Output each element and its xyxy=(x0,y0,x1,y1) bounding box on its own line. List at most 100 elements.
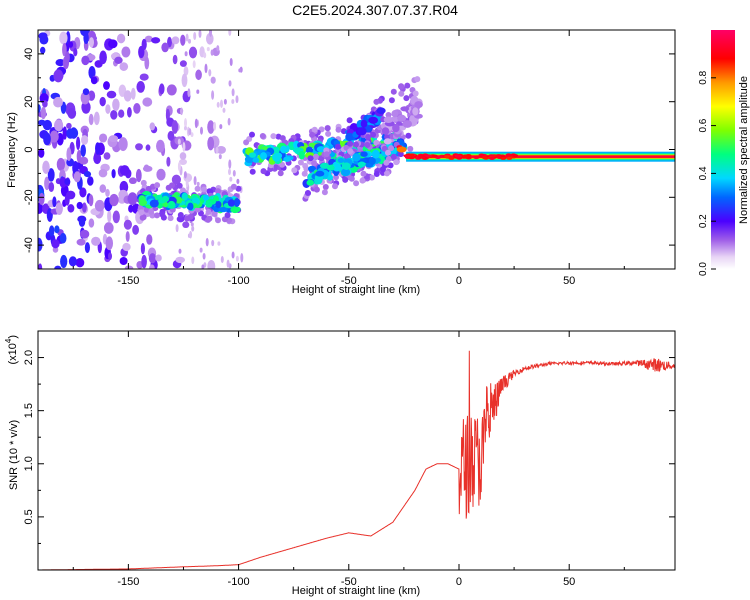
snr-x-tick-label: 50 xyxy=(563,576,575,588)
spectrogram-cell xyxy=(381,127,390,135)
spectrogram-cell xyxy=(66,128,75,139)
spectrogram-cell xyxy=(44,176,50,191)
spectrogram-cell xyxy=(280,145,288,154)
spectrogram-cell xyxy=(48,181,55,193)
spectrogram-cell xyxy=(425,154,432,158)
spectrogram-cell xyxy=(136,81,145,93)
snr-x-axis-label: Height of straight line (km) xyxy=(292,585,420,597)
spectrogram-cell xyxy=(171,174,181,185)
spectrogram-cell xyxy=(139,214,146,221)
spectrogram-cell xyxy=(260,168,267,175)
spectrogram-cell xyxy=(114,56,123,64)
spectrogram-cell xyxy=(127,107,132,118)
spectrogram-cell xyxy=(172,54,178,65)
spectrogram-cell xyxy=(109,193,119,207)
spectrogram-cell xyxy=(210,76,216,84)
spectrogram-cell xyxy=(188,46,198,59)
spectrogram-x-tick-label: -100 xyxy=(228,275,250,287)
spectrogram-cell xyxy=(364,142,371,148)
spectrogram-cell xyxy=(184,125,187,131)
spectrogram-cell xyxy=(177,161,181,172)
spectrogram-cell xyxy=(179,158,187,166)
snr-x-tick-label: 0 xyxy=(456,576,462,588)
spectrogram-cell xyxy=(98,133,108,143)
spectrogram-cell xyxy=(43,132,51,146)
spectrogram-cell xyxy=(161,42,169,53)
spectrogram-cell xyxy=(431,154,438,158)
spectrogram-cell xyxy=(510,153,517,157)
spectrogram-cell xyxy=(353,180,360,187)
spectrogram-cell xyxy=(60,254,68,269)
spectrogram-cell xyxy=(380,166,386,173)
spectrogram-cell xyxy=(353,141,359,148)
spectrogram-cell xyxy=(167,130,175,141)
spectrogram-cell xyxy=(187,202,194,211)
spectrogram-cell xyxy=(154,212,160,219)
spectrogram-cell xyxy=(140,242,145,255)
spectrogram-cell xyxy=(75,258,85,268)
spectrogram-cell xyxy=(373,98,380,105)
spectrogram-cell xyxy=(259,133,266,139)
spectrogram-cell xyxy=(89,37,94,48)
spectrogram-cell xyxy=(56,157,66,171)
spectrogram-cell xyxy=(176,182,183,189)
spectrogram-cell xyxy=(243,139,250,146)
spectrogram-cell xyxy=(405,132,412,139)
spectrogram-cell xyxy=(88,113,94,126)
spectrogram-cell xyxy=(53,96,63,108)
spectrogram-cell xyxy=(229,176,233,182)
spectrogram-cell xyxy=(175,256,186,264)
spectrogram-cell xyxy=(308,165,316,172)
spectrogram-cell xyxy=(390,153,397,160)
snr-scale-factor: (x104) xyxy=(4,335,19,365)
spectrogram-cell xyxy=(216,145,226,154)
spectrogram-cell xyxy=(347,140,354,147)
spectrogram-cell xyxy=(345,132,354,142)
spectrogram-cell xyxy=(217,241,221,246)
spectrogram-cell xyxy=(373,139,380,146)
spectrogram-cell xyxy=(128,177,137,185)
snr-scale-exponent: 4 xyxy=(4,338,13,343)
spectrogram-cell xyxy=(39,46,46,54)
snr-x-tick-label: -150 xyxy=(117,576,139,588)
spectrogram-cell xyxy=(216,101,220,108)
spectrogram-cell xyxy=(495,155,502,158)
spectrogram-cell xyxy=(505,153,512,157)
spectrogram-cell xyxy=(206,32,214,45)
spectrogram-cell xyxy=(123,219,132,230)
spectrogram-cell xyxy=(248,152,257,158)
spectrogram-cell xyxy=(454,154,461,158)
spectrogram-cell xyxy=(42,160,50,174)
spectrogram-cell xyxy=(49,130,59,143)
snr-y-axis-label: SNR (10 * v/v) xyxy=(8,420,20,490)
colorbar: 0.0 0.2 0.4 0.6 0.8 Normalized spectral ampl… xyxy=(698,30,750,276)
spectrogram-cell xyxy=(235,185,242,192)
spectrogram-cell xyxy=(187,88,191,98)
spectrogram-cell xyxy=(333,174,339,181)
snr-y-tick-label: 0.5 xyxy=(23,509,35,524)
spectrogram-cell xyxy=(130,87,136,100)
spectrogram-cell xyxy=(180,107,183,116)
spectrogram-cell xyxy=(404,154,411,158)
spectrogram-cell xyxy=(84,242,90,254)
spectrogram-cell xyxy=(332,183,338,190)
spectrogram-cell xyxy=(200,126,203,135)
spectrogram-cell xyxy=(91,236,101,246)
spectrogram-cell xyxy=(309,131,316,138)
spectrogram-cell xyxy=(40,106,47,120)
spectrogram-cell xyxy=(194,185,201,192)
spectrogram-cell xyxy=(228,30,232,36)
spectrogram-cell xyxy=(121,46,131,58)
spectrogram-cell xyxy=(199,247,203,253)
spectrogram-cell xyxy=(230,206,240,214)
spectrogram-cell xyxy=(201,264,205,269)
spectrogram-cell xyxy=(360,151,368,157)
spectrogram-cell xyxy=(303,165,310,172)
spectrogram-cell xyxy=(123,90,132,102)
snr-panel: -150 -100 -50 0 50 0.5 1.0 1.5 2.0 Height of str… xyxy=(4,330,676,597)
colorbar-tick-label: 0.0 xyxy=(698,262,709,276)
spectrogram-cell xyxy=(412,90,419,97)
spectrogram-cell xyxy=(54,119,64,132)
spectrogram-cell xyxy=(393,159,400,166)
spectrogram-cell xyxy=(291,167,298,174)
